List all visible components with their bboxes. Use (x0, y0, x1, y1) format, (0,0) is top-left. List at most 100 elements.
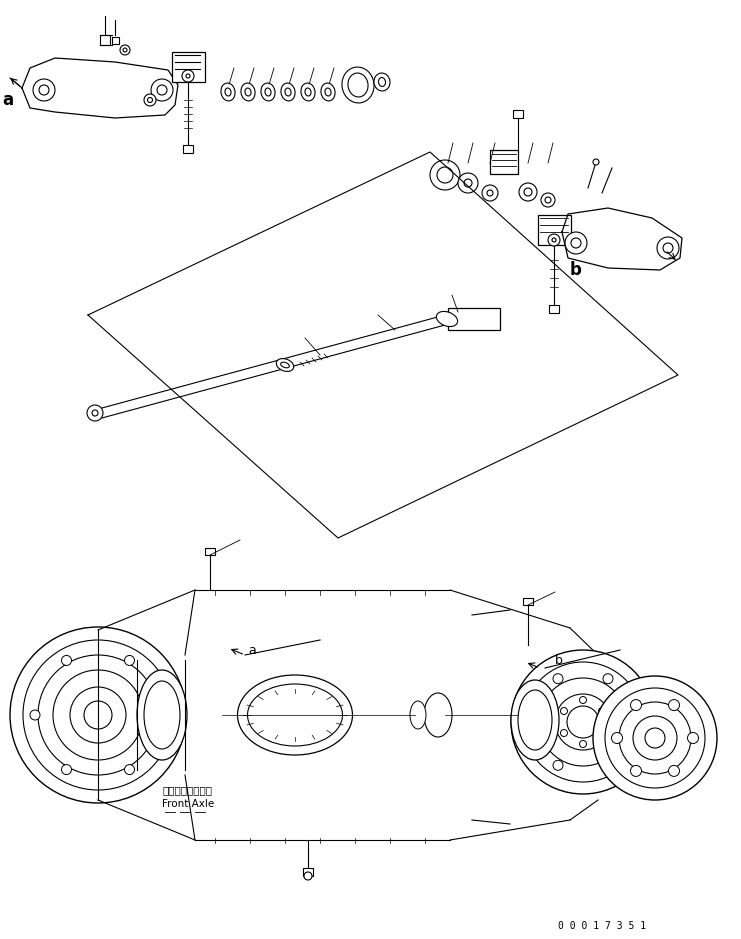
Circle shape (611, 732, 622, 744)
Circle shape (605, 688, 705, 788)
Circle shape (628, 717, 638, 727)
Circle shape (603, 673, 613, 684)
Text: フロントアクスル: フロントアクスル (162, 785, 212, 795)
Bar (112, 37, 119, 44)
Circle shape (548, 234, 560, 246)
Ellipse shape (410, 701, 426, 729)
Circle shape (657, 237, 679, 259)
Circle shape (157, 85, 167, 95)
Circle shape (144, 94, 156, 106)
Circle shape (70, 687, 126, 743)
Text: b: b (555, 654, 563, 667)
Ellipse shape (225, 88, 231, 96)
Circle shape (23, 640, 173, 790)
Ellipse shape (436, 312, 458, 327)
Circle shape (304, 872, 312, 880)
Bar (490, 150, 518, 174)
Bar (100, 35, 110, 45)
Ellipse shape (285, 88, 291, 96)
Text: b: b (570, 261, 582, 279)
Ellipse shape (265, 88, 271, 96)
Circle shape (33, 79, 55, 101)
Circle shape (619, 702, 691, 774)
Bar (513, 110, 523, 118)
Text: a: a (248, 643, 256, 656)
Ellipse shape (325, 88, 331, 96)
Circle shape (123, 48, 127, 52)
Circle shape (645, 728, 665, 748)
Circle shape (528, 717, 538, 727)
Bar (523, 598, 533, 605)
Circle shape (599, 707, 605, 715)
Circle shape (92, 410, 98, 416)
Circle shape (482, 185, 498, 201)
Ellipse shape (348, 73, 368, 97)
Circle shape (39, 85, 49, 95)
Circle shape (524, 188, 532, 196)
Circle shape (539, 678, 627, 766)
Circle shape (545, 197, 551, 203)
Circle shape (186, 74, 190, 78)
Circle shape (579, 697, 586, 703)
Ellipse shape (144, 681, 180, 749)
Circle shape (688, 732, 699, 744)
Ellipse shape (321, 83, 335, 101)
Circle shape (151, 79, 173, 101)
Circle shape (560, 730, 568, 736)
Bar (205, 548, 215, 555)
Circle shape (464, 179, 472, 187)
Circle shape (487, 190, 493, 196)
Circle shape (668, 700, 679, 711)
Circle shape (668, 765, 679, 777)
Circle shape (560, 707, 568, 715)
Ellipse shape (261, 83, 275, 101)
Ellipse shape (518, 690, 552, 750)
Circle shape (599, 730, 605, 736)
Ellipse shape (342, 67, 374, 103)
Bar (172, 52, 205, 82)
Ellipse shape (241, 83, 255, 101)
Circle shape (519, 183, 537, 201)
Circle shape (124, 764, 135, 775)
Text: 0 0 0 1 7 3 5 1: 0 0 0 1 7 3 5 1 (558, 921, 646, 931)
Ellipse shape (301, 83, 315, 101)
Circle shape (147, 98, 153, 102)
Text: a: a (2, 91, 13, 109)
Circle shape (541, 193, 555, 207)
Bar (448, 308, 500, 330)
Circle shape (87, 405, 103, 421)
Ellipse shape (247, 684, 342, 746)
Ellipse shape (245, 88, 251, 96)
Bar (303, 868, 313, 876)
Circle shape (430, 160, 460, 190)
Circle shape (156, 710, 166, 720)
Circle shape (603, 761, 613, 770)
Circle shape (631, 700, 642, 711)
Ellipse shape (305, 88, 311, 96)
Circle shape (437, 167, 453, 183)
Ellipse shape (221, 83, 235, 101)
Ellipse shape (281, 83, 295, 101)
Ellipse shape (379, 78, 385, 86)
Circle shape (553, 761, 563, 770)
Bar (183, 145, 193, 153)
Circle shape (53, 670, 143, 760)
Ellipse shape (424, 693, 452, 737)
Circle shape (10, 627, 186, 803)
Circle shape (62, 764, 71, 775)
Circle shape (571, 238, 581, 248)
Circle shape (120, 45, 130, 55)
Bar (538, 215, 571, 245)
Ellipse shape (137, 670, 187, 760)
Circle shape (552, 238, 556, 242)
Circle shape (633, 716, 677, 760)
Circle shape (567, 706, 599, 738)
Ellipse shape (276, 359, 293, 372)
Circle shape (30, 710, 40, 720)
Circle shape (182, 70, 194, 82)
Circle shape (631, 765, 642, 777)
Ellipse shape (511, 680, 559, 760)
Ellipse shape (238, 675, 353, 755)
Circle shape (565, 232, 587, 254)
Circle shape (84, 701, 112, 729)
